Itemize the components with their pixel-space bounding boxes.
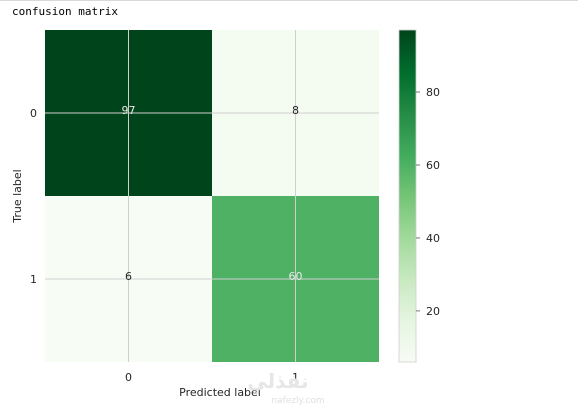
x-tick-label-0: 0 [125, 371, 132, 384]
colorbar-tick-label-40: 40 [426, 232, 440, 245]
watermark-url: nafezly.com [271, 396, 324, 406]
cell-value-1-1: 60 [289, 270, 303, 283]
cell-divider [0, 0, 578, 1]
colorbar-tick-label-80: 80 [426, 86, 440, 99]
heatmap-cells [45, 30, 379, 362]
x-axis-label: Predicted label [179, 386, 261, 399]
y-axis-label: True label [11, 169, 24, 223]
y-tick-label-0: 0 [30, 107, 37, 120]
x-tick-label-1: 1 [292, 371, 299, 384]
watermark-logo: نفذلي [247, 369, 308, 394]
colorbar-ticks [416, 91, 420, 312]
colorbar [398, 29, 417, 363]
heatmap-grid [45, 30, 379, 362]
colorbar-tick-label-20: 20 [426, 305, 440, 318]
colorbar-tick-label-60: 60 [426, 159, 440, 172]
console-output-text: confusion matrix [12, 5, 118, 18]
cell-value-0-1: 8 [292, 104, 299, 117]
y-tick-label-1: 1 [30, 273, 37, 286]
cell-value-1-0: 6 [125, 270, 132, 283]
cell-value-0-0: 97 [122, 104, 136, 117]
